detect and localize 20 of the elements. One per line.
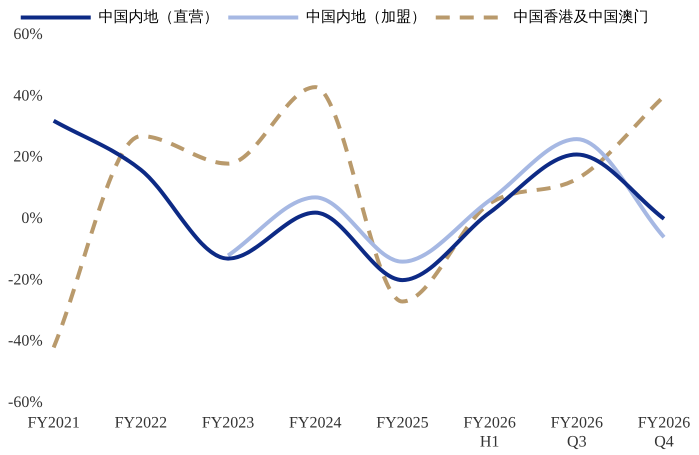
y-tick-label: -20% <box>8 271 43 288</box>
legend-label: 中国内地（加盟） <box>306 7 426 26</box>
y-tick-label: 60% <box>13 26 43 44</box>
y-tick-label: -60% <box>8 394 43 411</box>
legend-label: 中国内地（直营） <box>98 7 218 26</box>
x-tick-label: FY2021 <box>27 414 80 432</box>
legend-label: 中国香港及中国澳门 <box>513 7 648 26</box>
y-tick-label: -40% <box>8 332 43 350</box>
x-tick-label: FY2023 <box>202 414 254 432</box>
x-tick-label: FY2026 H1 <box>463 414 516 451</box>
line-series <box>226 137 666 264</box>
y-tick-label: 20% <box>13 148 43 166</box>
x-tick-label: FY2025 <box>376 414 429 432</box>
x-tick-label: FY2022 <box>114 414 168 432</box>
y-tick-label: 40% <box>13 87 43 104</box>
x-tick-label: FY2026 Q4 <box>638 414 690 451</box>
y-tick-label: 0% <box>21 210 43 228</box>
line-series <box>52 118 666 282</box>
x-tick-label: FY2024 <box>289 414 342 432</box>
x-tick-label: FY2026 Q3 <box>550 414 604 451</box>
